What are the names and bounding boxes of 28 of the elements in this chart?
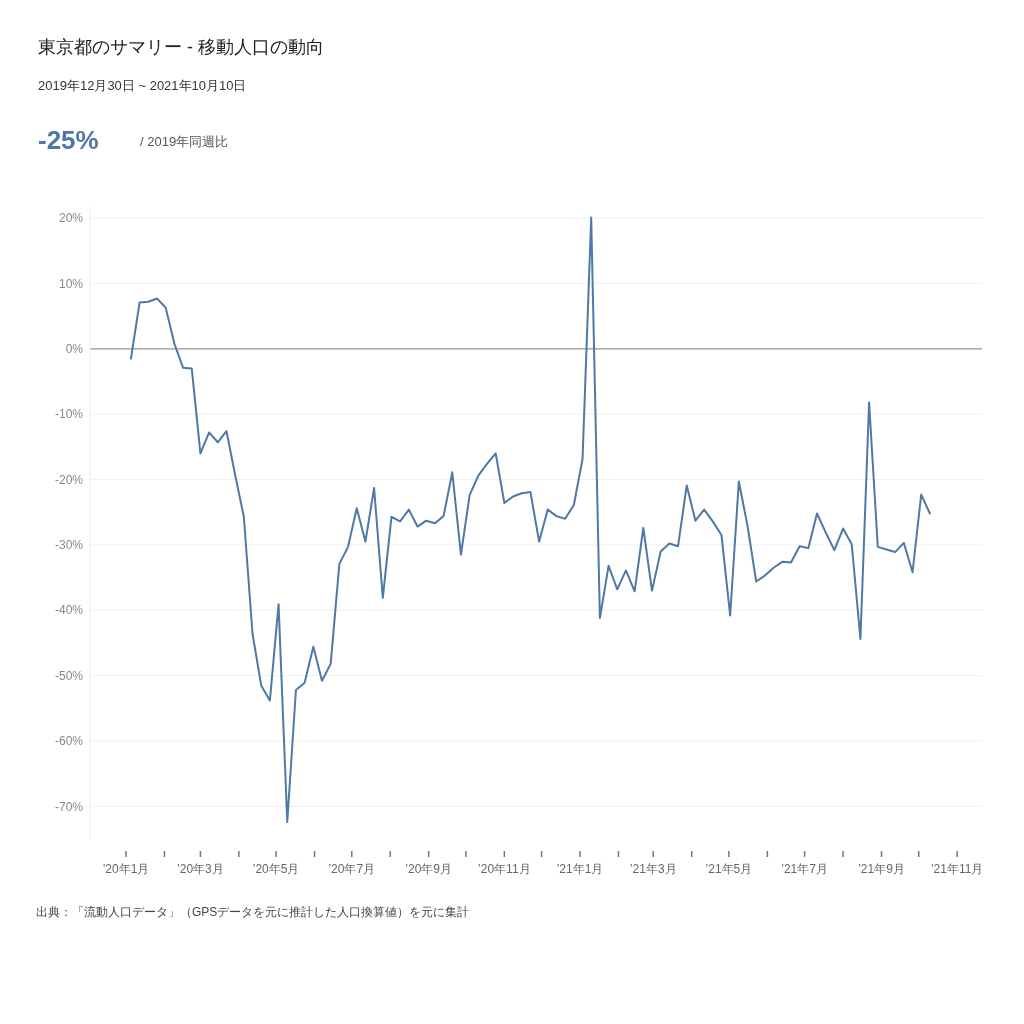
x-tick-label: ’21年3月 xyxy=(629,862,677,876)
x-tick-label: ’20年7月 xyxy=(328,862,376,876)
y-tick-label: -50% xyxy=(54,668,84,683)
text: -25% xyxy=(38,125,99,155)
x-tick-label: ’21年9月 xyxy=(858,862,905,876)
x-tick-label: ’20年1月 xyxy=(102,862,150,876)
y-tick-label: 20% xyxy=(58,211,84,226)
x-tick-label: ’21年7月 xyxy=(781,862,828,876)
y-tick-label: 0% xyxy=(65,341,84,356)
source-note: 出典：「流動人口データ」（GPSデータを元に推計した人口換算値）を元に集計 xyxy=(36,905,470,919)
chart-subtitle: 2019年12月30日 ~ 2021年10月10日 xyxy=(38,78,247,93)
y-tick-label: -60% xyxy=(54,734,84,749)
y-tick-label: -70% xyxy=(54,799,84,814)
x-tick-label: ’20年5月 xyxy=(252,862,300,876)
y-tick-label: 10% xyxy=(58,276,84,291)
x-tick-label: ’21年11月 xyxy=(930,862,984,876)
x-tick-label: ’21年5月 xyxy=(705,862,753,876)
chart-title: 東京都のサマリー - 移動人口の動向 xyxy=(38,37,324,57)
x-tick-label: ’21年1月 xyxy=(556,862,604,876)
y-tick-label: -10% xyxy=(54,407,84,422)
y-tick-label: -30% xyxy=(54,538,84,553)
x-tick-label: ’20年3月 xyxy=(177,862,224,876)
x-tick-label: ’20年9月 xyxy=(405,862,453,876)
y-tick-label: -40% xyxy=(54,603,84,618)
text: / 2019年同週比 xyxy=(140,134,229,149)
x-tick-label: ’20年11月 xyxy=(478,862,531,876)
line-series xyxy=(129,216,931,824)
y-tick-label: -20% xyxy=(54,472,84,487)
